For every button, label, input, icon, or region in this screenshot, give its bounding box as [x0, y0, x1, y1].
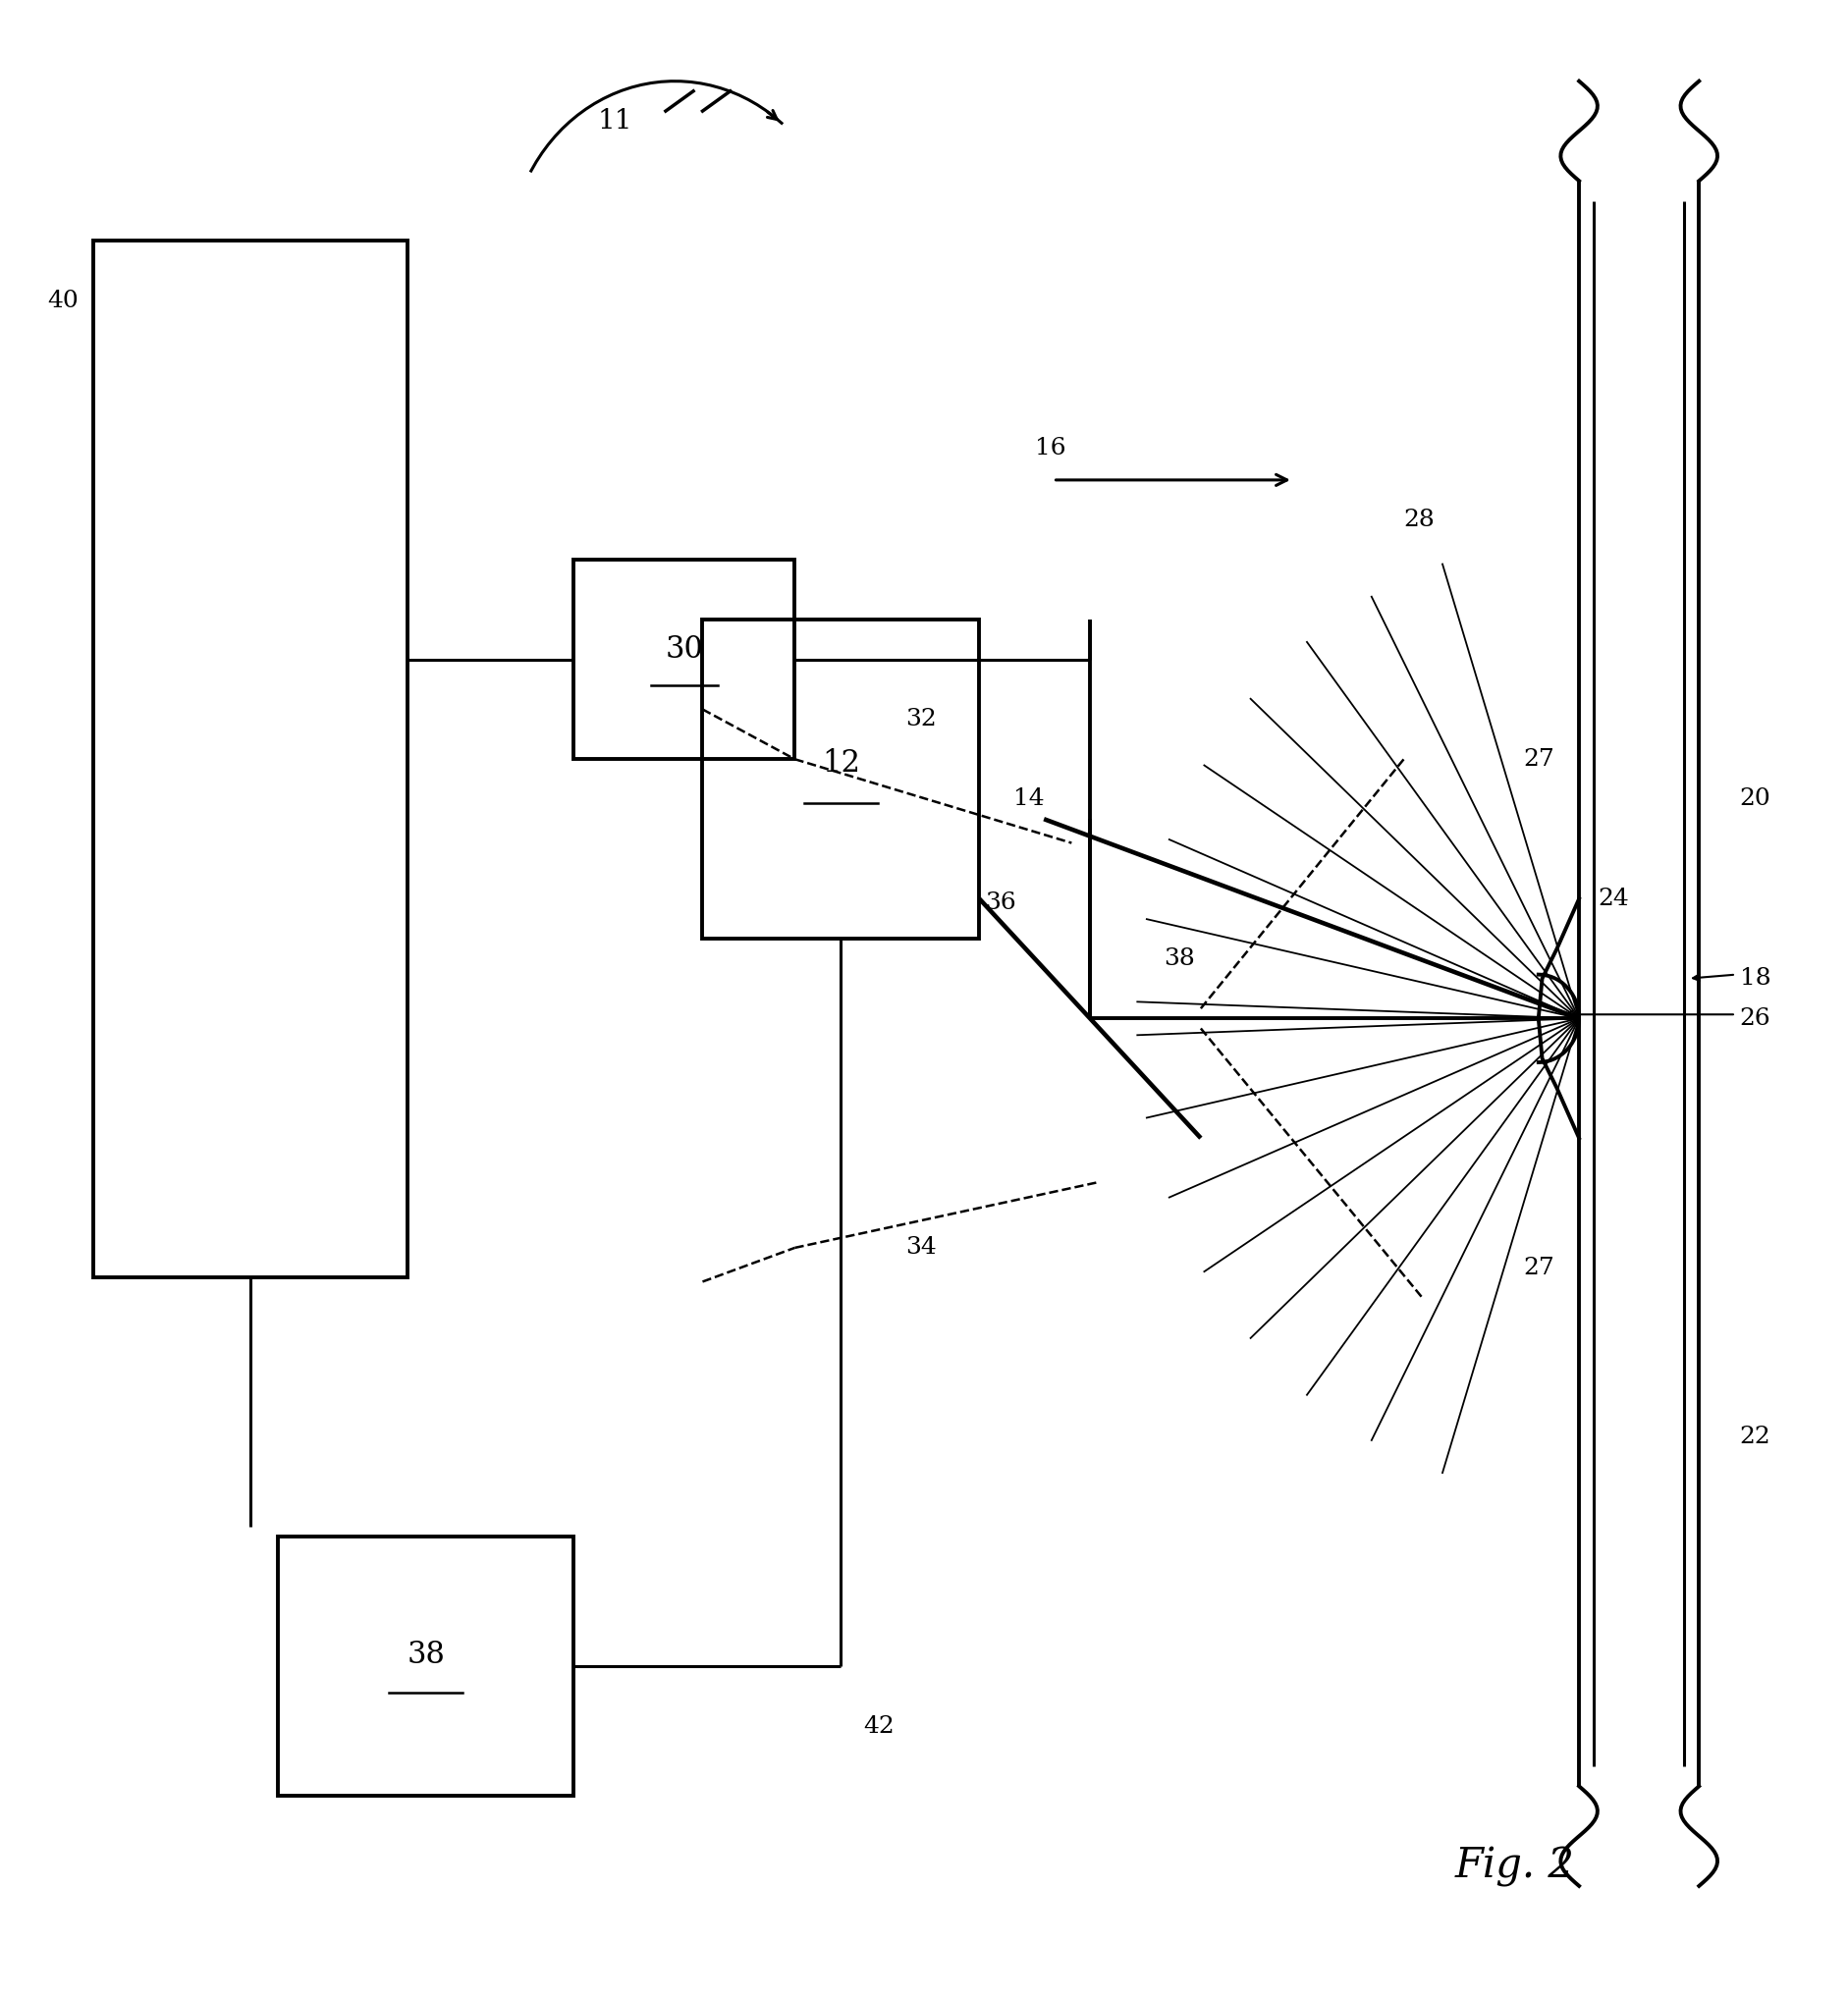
Text: Fig. 2: Fig. 2	[1454, 1845, 1574, 1887]
Bar	[94, 242, 407, 1278]
Text: 40: 40	[48, 290, 79, 312]
Text: 22: 22	[1739, 1426, 1770, 1448]
Text: 18: 18	[1739, 967, 1770, 991]
Text: 38: 38	[1164, 947, 1196, 971]
Text: 24: 24	[1597, 887, 1628, 911]
Text: 32: 32	[906, 709, 937, 731]
Text: 34: 34	[906, 1236, 937, 1258]
Text: 14: 14	[1013, 787, 1044, 811]
Text: 27: 27	[1525, 1256, 1554, 1278]
Text: 30: 30	[665, 635, 704, 665]
Text: 26: 26	[1739, 1006, 1770, 1030]
Text: 27: 27	[1525, 749, 1554, 771]
Text: 12: 12	[822, 749, 859, 779]
Text: 38: 38	[407, 1640, 445, 1669]
Text: 20: 20	[1739, 787, 1770, 811]
Text: 28: 28	[1404, 509, 1434, 531]
Bar	[702, 619, 979, 939]
Bar	[573, 559, 795, 759]
Text: 11: 11	[597, 108, 632, 134]
Text: 16: 16	[1035, 437, 1066, 459]
Text: 42: 42	[863, 1715, 894, 1737]
Text: 36: 36	[985, 891, 1016, 915]
Bar	[279, 1538, 573, 1795]
